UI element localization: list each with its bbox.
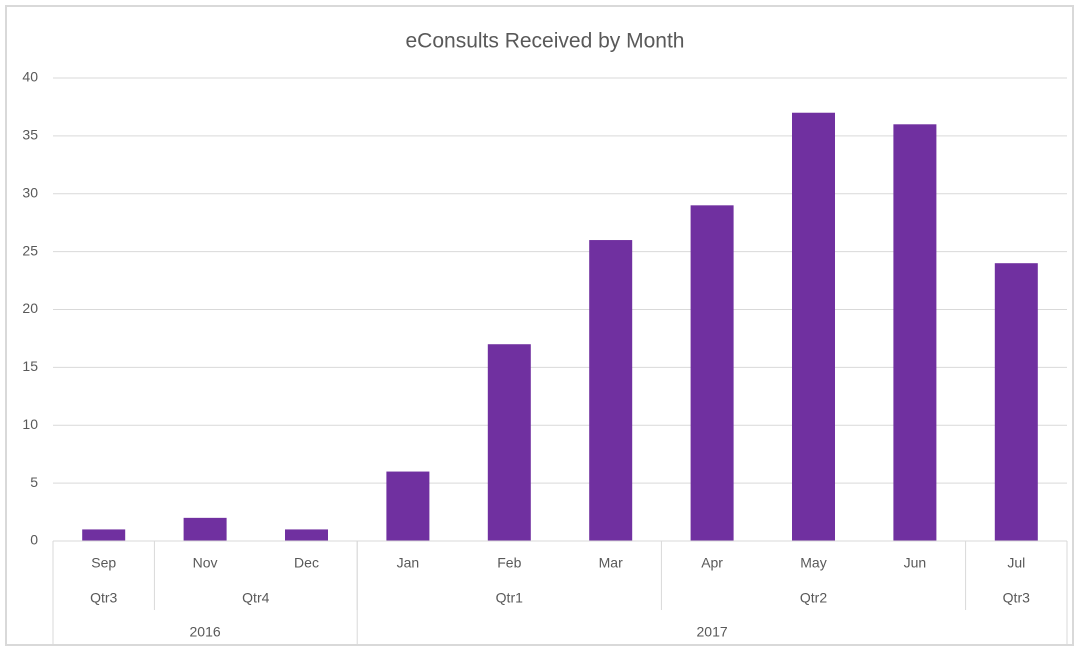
x-tick-label: May — [800, 555, 826, 571]
x-tick-label: Jan — [397, 555, 420, 571]
x-tick-label: Dec — [294, 555, 319, 571]
years-label: 2016 — [190, 624, 221, 640]
quarters-label: Qtr4 — [242, 590, 269, 606]
years-label: 2017 — [697, 624, 728, 640]
bar — [82, 529, 126, 541]
chart-title: eConsults Received by Month — [406, 30, 685, 53]
y-tick-label: 25 — [22, 242, 38, 258]
y-tick-label: 15 — [22, 358, 38, 374]
y-tick-label: 5 — [30, 474, 38, 490]
y-tick-label: 20 — [22, 300, 38, 316]
y-tick-label: 0 — [30, 532, 38, 548]
bar — [792, 112, 835, 541]
x-tick-label: Sep — [91, 555, 116, 571]
bar — [893, 124, 937, 542]
y-tick-label: 30 — [22, 184, 38, 200]
bar — [589, 240, 633, 542]
x-tick-label: Nov — [193, 555, 218, 571]
x-tick-label: Jun — [904, 555, 927, 571]
quarters-label: Qtr2 — [800, 590, 827, 606]
quarters-label: Qtr1 — [496, 590, 523, 606]
bar — [285, 529, 328, 541]
x-tick-label: Feb — [497, 555, 521, 571]
x-tick-label: Mar — [599, 555, 623, 571]
y-tick-label: 40 — [22, 69, 38, 85]
quarters-label: Qtr3 — [1003, 590, 1030, 606]
quarters-label: Qtr3 — [90, 590, 117, 606]
y-tick-label: 35 — [22, 127, 38, 143]
y-tick-label: 10 — [22, 416, 38, 432]
bar — [690, 205, 734, 541]
bar — [386, 471, 430, 541]
bar — [183, 517, 227, 541]
x-tick-label: Apr — [701, 555, 723, 571]
bar — [487, 344, 531, 541]
bar — [994, 263, 1038, 541]
x-tick-label: Jul — [1007, 555, 1025, 571]
